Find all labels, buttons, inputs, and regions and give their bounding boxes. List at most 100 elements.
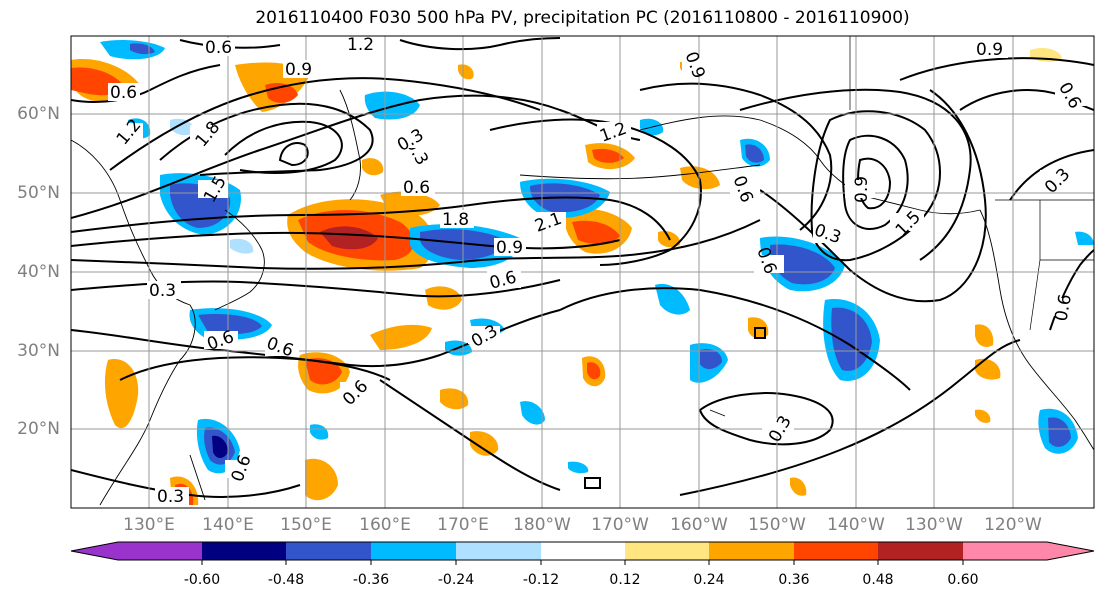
colorbar-segment (625, 542, 709, 560)
pv-contour-line (399, 37, 561, 51)
colorbar-segment (963, 542, 1094, 560)
coastline-hawaii (709, 409, 726, 417)
colorbar-tick-label: 0.60 (947, 572, 979, 588)
lon-label: 150°E (280, 515, 332, 535)
pv-contour-line (1009, 149, 1094, 201)
lon-label: 140°E (202, 515, 254, 535)
precip-positive-patch (790, 477, 807, 496)
precip-positive-patch (440, 388, 469, 410)
contour-label: 0.6 (403, 178, 430, 198)
pv-contour-line (159, 102, 374, 176)
map-area: 0.6 1.2 0.9 0.6 1.2 1.8 1.5 0.3 0.6 1.8 … (71, 35, 1094, 508)
coastline-japan (214, 209, 265, 311)
precip-negative-patch (170, 118, 195, 136)
precip-negative-patch (310, 424, 329, 440)
colorbar-tick-label: -0.12 (522, 572, 560, 588)
lon-label: 150°W (748, 515, 806, 535)
lon-label: 160°E (359, 515, 411, 535)
precip-positive-patch (362, 158, 384, 176)
precip-positive-patch (592, 148, 624, 163)
coastline-aleutians (519, 164, 761, 180)
pv-contour-line (71, 219, 761, 270)
coastlines (71, 89, 1094, 506)
colorbar-segment (71, 542, 202, 560)
pv-contour-line (71, 64, 221, 103)
pv-contour-line (584, 477, 601, 489)
colorbar-segment (456, 542, 541, 560)
precip-negative-patch (700, 349, 722, 370)
contour-label: 0.6 (110, 83, 137, 103)
precip-negative-patch (655, 283, 690, 315)
precip-negative-patch (520, 401, 545, 425)
coastline-kamchatka (339, 89, 361, 201)
precip-negative-patch (230, 238, 254, 254)
precip-positive-patch (305, 458, 338, 501)
map-frame (70, 35, 1095, 509)
pv-contour-line (754, 327, 766, 339)
precip-negative-patch (1075, 231, 1094, 245)
lon-label: 130°E (123, 515, 175, 535)
colorbar-segment (709, 542, 794, 560)
contour-label: 0.6 (205, 38, 232, 58)
precip-negative-patch (745, 144, 764, 163)
colorbar-tick-label: -0.36 (352, 572, 390, 588)
pv-contour-line (379, 379, 561, 491)
pv-contour-line (119, 356, 391, 381)
colorbar-segment (878, 542, 963, 560)
precip-positive-patch (975, 324, 994, 347)
pv-contour-line (810, 110, 941, 262)
precip-positive-patch (587, 362, 601, 380)
precip-negative-patch (831, 307, 872, 371)
colorbar-tick-label: -0.48 (267, 572, 305, 588)
contour-label: 0.9 (496, 238, 523, 258)
lat-label: 60°N (17, 104, 60, 124)
colorbar-segment (202, 542, 286, 560)
pv-contour-line (71, 196, 671, 241)
coastline-asia (71, 139, 196, 506)
pv-contour-line (639, 82, 833, 231)
pv-contour-line (278, 142, 309, 167)
lon-label: 160°W (670, 515, 728, 535)
precip-positive-patch (572, 220, 620, 245)
contour-label: 1.2 (347, 35, 374, 55)
coastline-philippines (189, 454, 206, 501)
colorbar-tick-label: 0.24 (693, 572, 725, 588)
colorbar-tick-label: 0.36 (778, 572, 810, 588)
contour-label: 0.9 (285, 60, 312, 80)
precip-negative-patch (1048, 417, 1071, 447)
pv-contour-line (109, 77, 541, 171)
precip-positive-patch (320, 226, 378, 250)
lon-label: 120°W (984, 515, 1042, 535)
contour-label: 0.9 (852, 176, 872, 203)
colorbar-tick-label: 0.48 (862, 572, 894, 588)
colorbar-outline (70, 541, 1095, 561)
colorbar-tick-label: -0.24 (437, 572, 475, 588)
precip-positive-patch (425, 286, 462, 310)
lon-label: 170°W (591, 515, 649, 535)
precip-positive-patch (470, 431, 499, 456)
colorbar-tick-label: -0.60 (183, 572, 221, 588)
precip-negative-patch (770, 244, 835, 285)
colorbar (70, 541, 1095, 565)
pv-contour-line (759, 89, 987, 303)
colorbar-segment (794, 542, 878, 560)
precip-negative-patch (198, 314, 262, 335)
lat-label: 50°N (17, 183, 60, 203)
figure-title: 2016110400 F030 500 hPa PV, precipitatio… (255, 8, 910, 28)
lon-label: 130°W (905, 515, 963, 535)
contour-label: 0.3 (149, 281, 176, 301)
coastline-alaska (639, 115, 981, 215)
pv-contour-line (899, 57, 1094, 81)
precip-positive-patch (305, 358, 342, 385)
lat-label: 40°N (17, 262, 60, 282)
precip-negative-patch (568, 461, 589, 474)
lat-label: 30°N (17, 341, 60, 361)
pv-contour-line (559, 287, 911, 391)
colorbar-segment (371, 542, 456, 560)
pv-contour-line (739, 88, 972, 261)
pv-contour-line (842, 134, 909, 230)
colorbar-segment (286, 542, 371, 560)
contour-label: 1.8 (442, 210, 469, 230)
lon-label: 140°W (827, 515, 885, 535)
